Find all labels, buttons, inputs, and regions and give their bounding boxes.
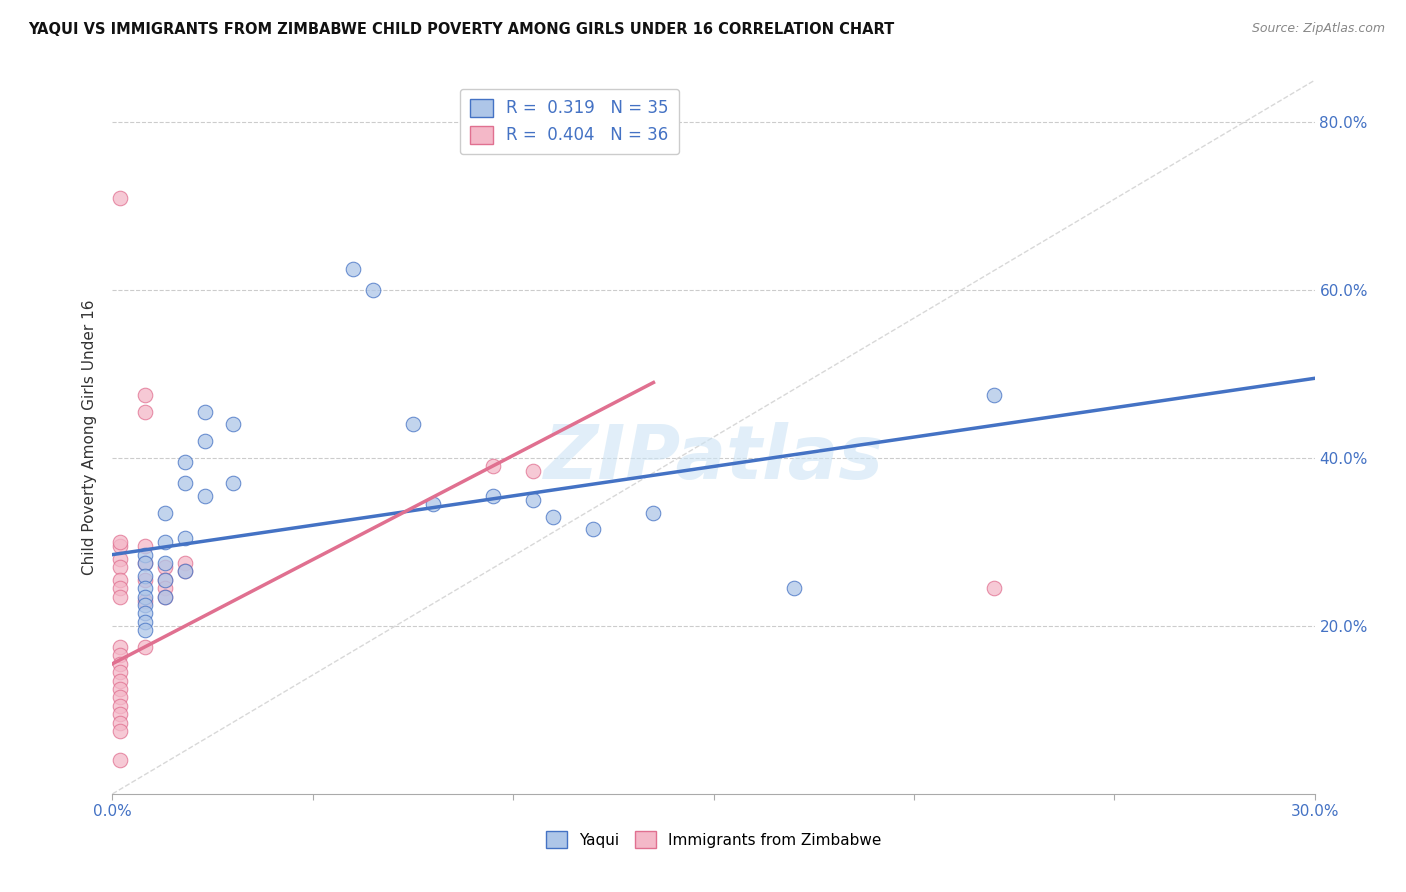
Point — [194, 489, 217, 503]
Point — [153, 573, 176, 587]
Y-axis label: Child Poverty Among Girls Under 16: Child Poverty Among Girls Under 16 — [82, 300, 97, 574]
Point — [110, 648, 132, 663]
Point — [134, 556, 156, 570]
Point — [134, 640, 156, 654]
Point — [110, 657, 132, 671]
Point — [222, 417, 245, 432]
Point — [110, 191, 132, 205]
Point — [110, 640, 132, 654]
Legend: Yaqui, Immigrants from Zimbabwe: Yaqui, Immigrants from Zimbabwe — [540, 825, 887, 854]
Point — [134, 539, 156, 553]
Text: YAQUI VS IMMIGRANTS FROM ZIMBABWE CHILD POVERTY AMONG GIRLS UNDER 16 CORRELATION: YAQUI VS IMMIGRANTS FROM ZIMBABWE CHILD … — [28, 22, 894, 37]
Point — [173, 476, 195, 491]
Point — [134, 556, 156, 570]
Point — [173, 565, 195, 579]
Point — [422, 497, 444, 511]
Point — [342, 262, 364, 277]
Point — [134, 388, 156, 402]
Point — [110, 753, 132, 767]
Point — [110, 673, 132, 688]
Point — [983, 388, 1005, 402]
Point — [110, 707, 132, 722]
Point — [110, 715, 132, 730]
Point — [134, 548, 156, 562]
Point — [173, 565, 195, 579]
Point — [153, 556, 176, 570]
Point — [134, 607, 156, 621]
Point — [134, 581, 156, 595]
Point — [983, 581, 1005, 595]
Text: Source: ZipAtlas.com: Source: ZipAtlas.com — [1251, 22, 1385, 36]
Point — [110, 723, 132, 738]
Point — [153, 560, 176, 574]
Point — [110, 573, 132, 587]
Text: ZIPatlas: ZIPatlas — [544, 422, 883, 495]
Point — [134, 598, 156, 612]
Point — [110, 551, 132, 566]
Point — [173, 531, 195, 545]
Point — [482, 489, 505, 503]
Point — [482, 459, 505, 474]
Point — [134, 573, 156, 587]
Point — [110, 539, 132, 553]
Point — [522, 493, 544, 508]
Point — [194, 434, 217, 449]
Point — [110, 590, 132, 604]
Point — [153, 573, 176, 587]
Point — [110, 698, 132, 713]
Point — [173, 556, 195, 570]
Point — [543, 509, 565, 524]
Point — [134, 623, 156, 637]
Point — [402, 417, 425, 432]
Point — [582, 523, 605, 537]
Point — [153, 581, 176, 595]
Point — [522, 464, 544, 478]
Point — [153, 535, 176, 549]
Point — [110, 681, 132, 696]
Point — [153, 590, 176, 604]
Point — [643, 506, 665, 520]
Point — [134, 568, 156, 582]
Point — [134, 594, 156, 608]
Point — [153, 590, 176, 604]
Point — [110, 690, 132, 705]
Point — [134, 615, 156, 629]
Point — [173, 455, 195, 469]
Point — [361, 283, 384, 297]
Point — [782, 581, 804, 595]
Point — [134, 405, 156, 419]
Point — [110, 560, 132, 574]
Point — [194, 405, 217, 419]
Point — [110, 581, 132, 595]
Point — [222, 476, 245, 491]
Point — [153, 506, 176, 520]
Point — [134, 590, 156, 604]
Point — [110, 665, 132, 680]
Point — [110, 535, 132, 549]
